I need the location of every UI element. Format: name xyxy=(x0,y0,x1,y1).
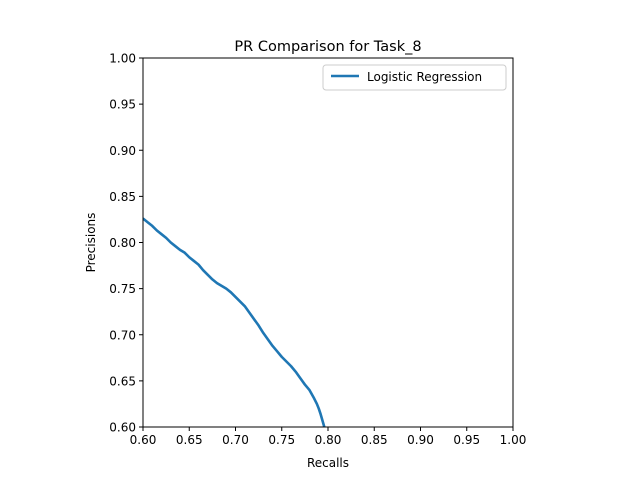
x-tick-label: 0.85 xyxy=(361,433,388,447)
y-tick-label: 0.65 xyxy=(109,374,136,388)
x-tick-label: 1.00 xyxy=(500,433,527,447)
y-tick-label: 0.75 xyxy=(109,282,136,296)
x-tick-label: 0.90 xyxy=(407,433,434,447)
series-line-logistic-regression xyxy=(143,217,326,427)
axes-frame xyxy=(142,57,514,428)
legend: Logistic Regression xyxy=(322,64,507,91)
y-tick-label: 0.90 xyxy=(109,144,136,158)
chart-title: PR Comparison for Task_8 xyxy=(234,39,421,55)
x-tick-label: 0.80 xyxy=(315,433,342,447)
y-tick-label: 0.60 xyxy=(109,421,136,435)
y-tick-label: 0.70 xyxy=(109,328,136,342)
x-tick-label: 0.75 xyxy=(268,433,295,447)
x-tick-label: 0.65 xyxy=(176,433,203,447)
y-tick-label: 0.80 xyxy=(109,236,136,250)
x-axis-label: Recalls xyxy=(307,456,349,470)
x-tick-label: 0.70 xyxy=(222,433,249,447)
x-tick-label: 0.60 xyxy=(130,433,157,447)
x-tick-label: 0.95 xyxy=(453,433,480,447)
y-tick-label: 0.85 xyxy=(109,190,136,204)
legend-label-logistic-regression: Logistic Regression xyxy=(367,70,482,84)
y-tick-label: 0.95 xyxy=(109,98,136,112)
y-tick-label: 1.00 xyxy=(109,52,136,66)
y-axis-label: Precisions xyxy=(84,213,98,273)
legend-box xyxy=(322,64,507,91)
